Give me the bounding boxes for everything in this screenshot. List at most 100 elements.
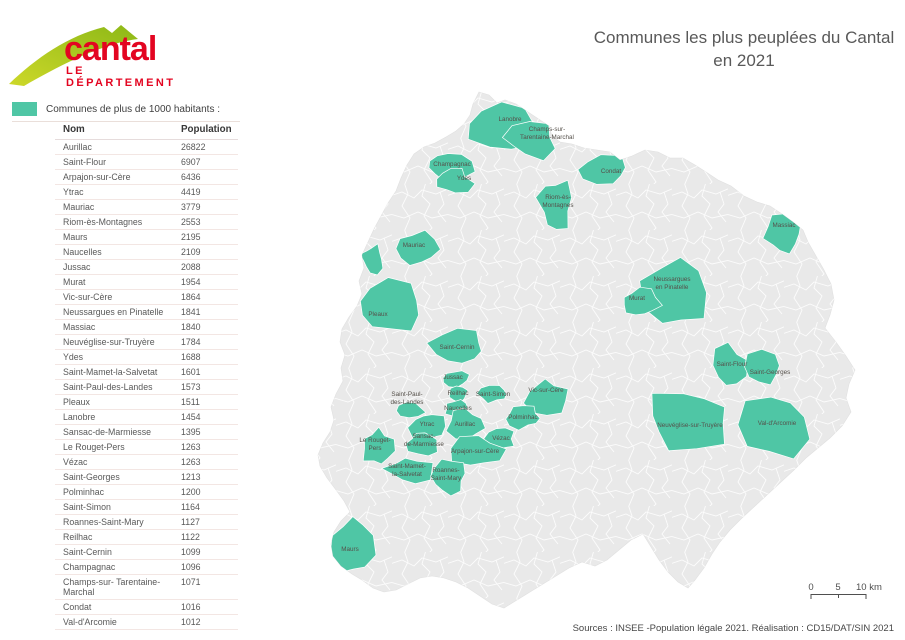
table-row: Maurs 2195 — [55, 230, 238, 245]
map-commune-label: Sansac-de-Marmiesse — [404, 433, 444, 448]
map-commune-label: Maurs — [341, 546, 359, 553]
commune-table-body: Aurillac 26822 Saint-Flour 6907 Arpajon-sur-… — [55, 140, 238, 630]
map-commune-shape — [501, 121, 556, 162]
table-row: Saint-Georges 1213 — [55, 470, 238, 485]
logo-brand-text: cantal — [64, 30, 157, 68]
map-commune-label: Saint-Paul-des-Landes — [391, 391, 424, 406]
commune-population: 1784 — [181, 337, 201, 347]
map-commune-label: Riom-ès-Montagnes — [542, 194, 573, 209]
map-commune-label: Mauriac — [403, 242, 425, 249]
map-commune-shape — [505, 405, 541, 431]
scale-10km: 10 km — [856, 582, 882, 593]
commune-name: Massiac — [63, 322, 96, 332]
commune-name: Maurs — [63, 232, 88, 242]
table-row: Jussac 2088 — [55, 260, 238, 275]
commune-population: 2088 — [181, 262, 201, 272]
commune-name: Saint-Simon — [63, 502, 111, 512]
table-row: Roannes-Saint-Mary 1127 — [55, 515, 238, 530]
table-row: Reilhac 1122 — [55, 530, 238, 545]
commune-name: Naucelles — [63, 247, 102, 257]
commune-population: 26822 — [181, 142, 206, 152]
scale-0: 0 — [808, 582, 813, 593]
commune-population: 2109 — [181, 247, 201, 257]
map-commune-shape — [430, 458, 466, 497]
map-commune-label: Saint-Georges — [750, 369, 791, 376]
table-row: Polminhac 1200 — [55, 485, 238, 500]
map-commune-shape — [362, 426, 396, 465]
map-commune-shape — [523, 378, 569, 416]
commune-name: Saint-Georges — [63, 472, 120, 482]
map-commune-label: Polminhac — [508, 414, 537, 421]
map-commune-label: Reilhac — [448, 390, 469, 397]
map-commune-shape — [405, 432, 438, 457]
map-commune-shape — [476, 384, 507, 404]
table-row: Sansac-de-Marmiesse 1395 — [55, 425, 238, 440]
table-row: Riom-ès-Montagnes 2553 — [55, 215, 238, 230]
map-commune-shape — [450, 435, 507, 466]
cantal-logo: cantal LE DÉPARTEMENT — [8, 4, 193, 89]
commune-name: Mauriac — [63, 202, 95, 212]
table-row: Naucelles 2109 — [55, 245, 238, 260]
table-row: Neuvéglise-sur-Truyère 1784 — [55, 335, 238, 350]
table-row: Saint-Flour 6907 — [55, 155, 238, 170]
table-row: Saint-Simon 1164 — [55, 500, 238, 515]
map-commune-shape — [380, 457, 434, 485]
map-commune-shape — [737, 396, 811, 460]
map-commune-label: Vic-sur-Cère — [528, 387, 564, 394]
commune-name: Jussac — [63, 262, 91, 272]
commune-name: Le Rouget-Pers — [63, 442, 125, 452]
commune-population: 1454 — [181, 412, 201, 422]
commune-name: Vic-sur-Cère — [63, 292, 113, 302]
commune-name: Ytrac — [63, 187, 84, 197]
map-commune-label: Arpajon-sur-Cère — [451, 448, 500, 455]
table-row: Vic-sur-Cère 1864 — [55, 290, 238, 305]
commune-population: 1954 — [181, 277, 201, 287]
table-row: Le Rouget-Pers 1263 — [55, 440, 238, 455]
commune-population: 1263 — [181, 457, 201, 467]
legend-label: Communes de plus de 1000 habitants : — [46, 103, 220, 115]
map-commune-shape — [396, 401, 427, 419]
map-commune-label: Jussac — [443, 374, 463, 381]
map-commune-shape — [712, 341, 749, 386]
table-row: Saint-Paul-des-Landes 1573 — [55, 380, 238, 395]
commune-population: 4419 — [181, 187, 201, 197]
map-commune-label: Saint-Cernin — [440, 344, 475, 351]
map-commune-label: Neuvéglise-sur-Truyère — [657, 422, 723, 429]
map-commune-label: Ydes — [457, 175, 471, 182]
logo-tagline: LE DÉPARTEMENT — [66, 65, 176, 89]
table-row: Val-d'Arcomie 1012 — [55, 615, 238, 630]
table-row: Lanobre 1454 — [55, 410, 238, 425]
map-commune-shape — [651, 392, 725, 452]
map-commune-label: Murat — [629, 295, 645, 302]
commune-name: Neussargues en Pinatelle — [63, 307, 164, 317]
commune-population: 1395 — [181, 427, 201, 437]
map-commune-label: Vézac — [492, 435, 510, 442]
map-commune-label: Massiac — [772, 222, 795, 229]
commune-name: Murat — [63, 277, 86, 287]
map-commune-shape — [436, 167, 476, 194]
map-commune-shape — [329, 516, 377, 574]
scale-5: 5 — [835, 582, 840, 593]
table-row: Saint-Mamet-la-Salvetat 1601 — [55, 365, 238, 380]
map-commune-label: Pleaux — [368, 311, 388, 318]
commune-name: Saint-Paul-des-Landes — [63, 382, 153, 392]
commune-population: 1164 — [181, 502, 200, 512]
map-commune-shape — [623, 286, 663, 316]
map-commune-label: Aurillac — [455, 421, 476, 428]
commune-name: Condat — [63, 602, 92, 612]
commune-population: 1688 — [181, 352, 201, 362]
map-commune-label: Saint-Flour — [717, 361, 748, 368]
commune-population: 1840 — [181, 322, 201, 332]
map-commune-shape — [442, 370, 470, 388]
map-commune-shape — [395, 229, 441, 266]
commune-population: 1099 — [181, 547, 201, 557]
map-commune-label: Le Rouget-Pers — [359, 437, 390, 452]
commune-population: 2553 — [181, 217, 201, 227]
logo-swoosh-icon — [9, 25, 138, 86]
commune-name: Saint-Flour — [63, 157, 107, 167]
commune-name: Neuvéglise-sur-Truyère — [63, 337, 155, 347]
commune-population: 6436 — [181, 172, 201, 182]
table-header-row: Nom Population — [55, 121, 238, 140]
map-commune-label: Roannes-Saint-Mary — [431, 467, 462, 482]
